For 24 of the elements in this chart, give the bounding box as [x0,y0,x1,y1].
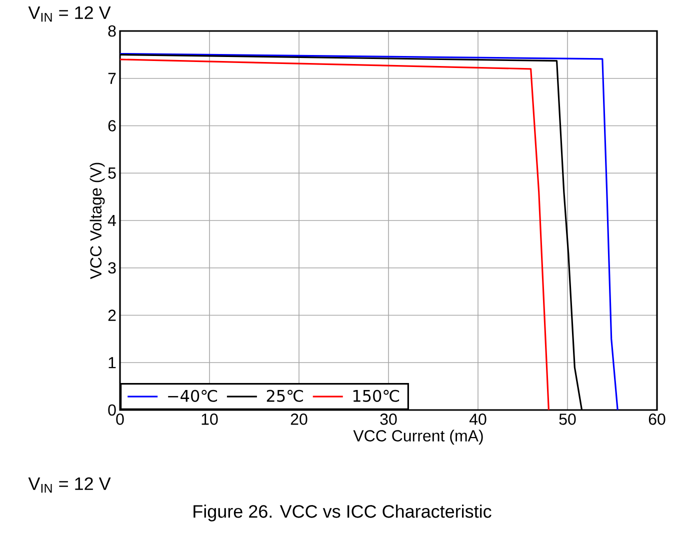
y-tick-label: 2 [108,310,116,321]
x-tick-label: 30 [380,414,397,425]
y-axis-title: VCC Voltage (V) [90,162,105,280]
x-tick-label: 0 [116,414,124,425]
y-tick-label: 8 [108,25,116,37]
x-axis-title: VCC Current (mA) [353,430,483,445]
x-tick-label: 40 [469,414,486,425]
x-tick-label: 50 [559,414,576,425]
legend-label: −40℃ [168,390,218,402]
text: V$_{IN}$ = 12 V [28,6,111,22]
text: V$_{IN}$ = 12 V [28,477,111,493]
x-tick-label: 60 [648,414,666,425]
y-tick-label: 3 [108,262,116,274]
y-tick-label: 6 [108,120,116,132]
y-tick-label: 1 [108,357,116,368]
legend-label: 150℃ [353,390,400,402]
y-tick-label: 4 [108,215,116,226]
y-tick-label: 5 [108,168,116,179]
x-tick-label: 20 [290,414,308,425]
text: Figure 26. VCC vs ICC Characteristic [194,504,492,522]
legend-label: 25℃ [266,390,303,402]
x-tick-label: 10 [202,414,218,425]
y-tick-label: 7 [108,72,116,84]
y-tick-label: 0 [108,404,116,416]
